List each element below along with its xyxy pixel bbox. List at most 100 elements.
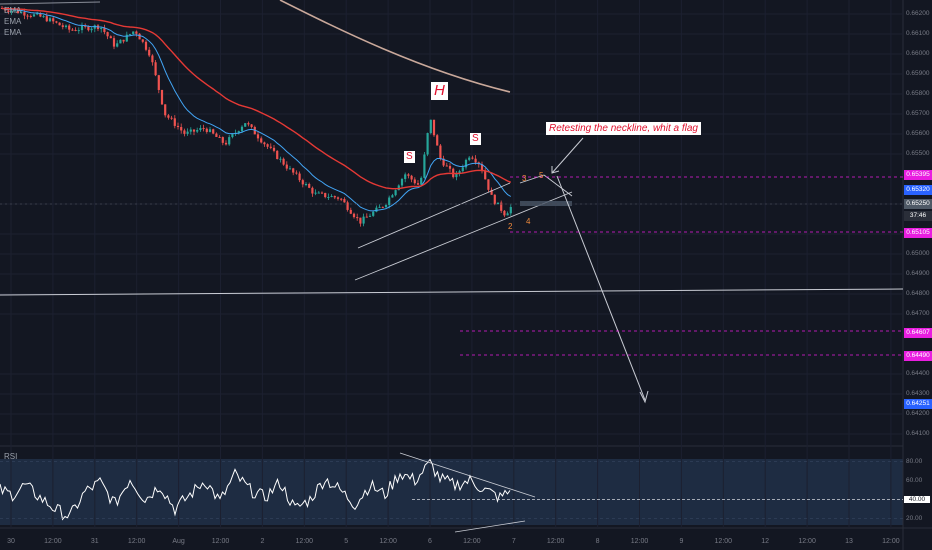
flag-top-line: [519, 174, 545, 184]
candle-body: [160, 89, 164, 105]
candle-body: [170, 117, 173, 119]
candle-body: [471, 157, 474, 159]
lower-channel-line: [354, 191, 573, 281]
candle-body: [308, 183, 311, 188]
wave-label-2: 2: [508, 222, 513, 231]
candle-body: [244, 123, 247, 127]
candle-body: [151, 55, 154, 63]
candle-body: [282, 158, 285, 165]
time-tick-label: 12:00: [630, 538, 649, 545]
price-tag: 0.64607: [904, 327, 932, 338]
time-tick-label: 12:00: [295, 538, 314, 545]
horizontal-support-line: [0, 288, 904, 296]
candle-body: [52, 18, 55, 22]
candle-body: [189, 129, 192, 132]
candle-body: [301, 180, 304, 185]
price-tick-label: 0.64100: [906, 430, 930, 437]
candle-body: [212, 129, 215, 134]
rsi-pane: [0, 452, 903, 533]
candle-body: [84, 25, 87, 27]
candle-body: [141, 39, 144, 42]
left-shoulder-label: S: [404, 151, 415, 163]
time-tick-label: 12:00: [714, 538, 733, 545]
candle-body: [298, 173, 301, 181]
candle-body: [336, 197, 340, 199]
candle-body: [352, 213, 356, 218]
candle-body: [58, 22, 61, 26]
rsi-tick-label: 20.00: [906, 514, 923, 522]
candle-body: [429, 119, 432, 134]
candle-body: [480, 164, 484, 172]
price-tick-label: 0.65000: [906, 250, 930, 257]
candle-body: [199, 127, 202, 131]
time-tick-label: 8: [595, 538, 600, 545]
candle-body: [173, 118, 176, 126]
candle-body: [221, 137, 224, 143]
candle-body: [167, 115, 170, 118]
candle-body: [192, 129, 196, 132]
price-tick-label: 0.66200: [906, 10, 930, 17]
candle-body: [135, 31, 138, 34]
projection-arrow-head: [639, 390, 649, 404]
candle-body: [500, 202, 503, 211]
callout-pointer-line: [551, 137, 584, 174]
candle-body: [349, 209, 352, 214]
candle-body: [16, 10, 20, 14]
candle-body: [368, 215, 372, 217]
ema-fast-line: [1, 8, 512, 212]
candle-body: [176, 125, 180, 128]
candle-body: [10, 10, 13, 13]
candle-body: [20, 11, 23, 14]
candle-body: [208, 129, 212, 132]
candle-body: [90, 28, 93, 31]
candle-body: [36, 13, 39, 15]
ema-mid-line: [1, 7, 512, 190]
price-tag: 37:46: [904, 211, 932, 221]
candle-body: [333, 196, 336, 198]
price-tick-label: 0.65800: [906, 90, 930, 97]
candle-body: [228, 137, 231, 145]
candle-body: [375, 207, 378, 212]
candle-body: [420, 177, 423, 185]
head-label: H: [431, 82, 448, 100]
candle-body: [423, 154, 426, 178]
rsi-tick-label: 80.00: [906, 457, 923, 465]
time-tick-label: 7: [511, 538, 516, 545]
candle-body: [164, 104, 167, 116]
time-tick-label: 9: [679, 538, 684, 545]
candle-body: [148, 49, 151, 56]
candle-body: [461, 167, 464, 172]
candle-body: [125, 34, 128, 42]
time-tick-label: 2: [260, 538, 265, 545]
candle-body: [269, 146, 272, 148]
candle-body: [493, 194, 496, 205]
candle-body: [324, 192, 327, 198]
candle-body: [77, 30, 80, 32]
candle-body: [128, 34, 132, 36]
candle-body: [455, 173, 458, 178]
candle-body: [138, 33, 141, 40]
candle-body: [292, 168, 295, 173]
candle-body: [436, 135, 439, 146]
candle-body: [391, 195, 394, 198]
candle-body: [202, 127, 205, 129]
right-shoulder-label: S: [470, 133, 481, 145]
rsi-line: [0, 458, 511, 521]
price-tag: 0.65320: [904, 185, 932, 195]
candle-body: [119, 39, 122, 44]
price-tick-label: 0.65900: [906, 70, 930, 77]
candle-body: [61, 25, 64, 28]
wave-label-5: 5: [539, 171, 544, 180]
candle-body: [87, 26, 90, 31]
time-tick-label: Aug: [172, 538, 185, 545]
price-tick-label: 0.66100: [906, 30, 930, 37]
price-tick-label: 0.64800: [906, 290, 930, 297]
time-tick-label: 12:00: [882, 538, 900, 545]
candle-body: [272, 147, 276, 151]
price-tick-label: 0.65700: [906, 110, 930, 117]
candle-body: [42, 16, 45, 18]
time-tick-label: 12:00: [127, 538, 146, 545]
candle-body: [74, 29, 77, 31]
drawings: [0, 137, 904, 404]
